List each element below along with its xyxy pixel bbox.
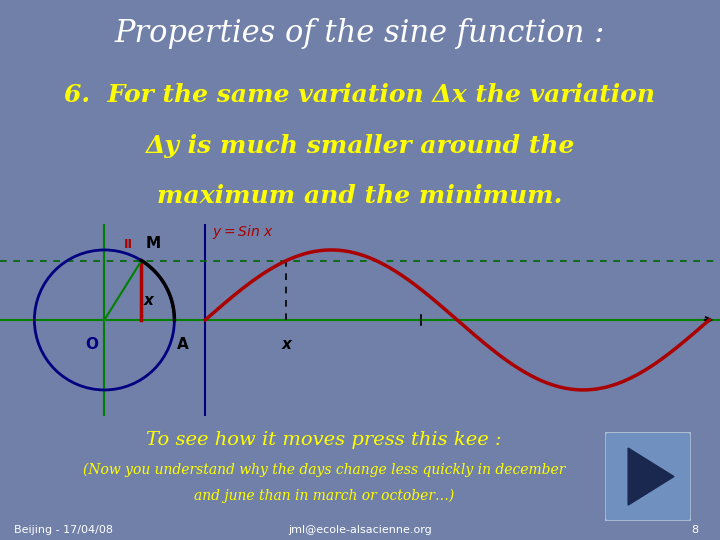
Text: (Now you understand why the days change less quickly in december: (Now you understand why the days change …: [83, 463, 565, 477]
Text: To see how it moves press this kee :: To see how it moves press this kee :: [146, 431, 502, 449]
Text: 6.  For the same variation Δx the variation: 6. For the same variation Δx the variati…: [65, 83, 655, 107]
Text: and june than in march or october…): and june than in march or october…): [194, 489, 454, 503]
Text: Δy is much smaller around the: Δy is much smaller around the: [145, 134, 575, 158]
Text: x: x: [282, 337, 292, 352]
FancyBboxPatch shape: [605, 432, 691, 521]
Text: jml@ecole-alsacienne.org: jml@ecole-alsacienne.org: [288, 525, 432, 535]
Text: Properties of the sine function :: Properties of the sine function :: [114, 18, 606, 49]
Text: $y = Sin\ x$: $y = Sin\ x$: [212, 224, 274, 241]
Text: A: A: [176, 337, 189, 352]
Text: x: x: [144, 293, 154, 308]
Text: M: M: [146, 236, 161, 251]
Text: II: II: [124, 238, 133, 251]
Text: 8: 8: [691, 525, 698, 535]
Text: Beijing - 17/04/08: Beijing - 17/04/08: [14, 525, 114, 535]
Polygon shape: [628, 448, 674, 505]
Text: maximum and the minimum.: maximum and the minimum.: [157, 184, 563, 208]
Text: O: O: [86, 337, 99, 352]
